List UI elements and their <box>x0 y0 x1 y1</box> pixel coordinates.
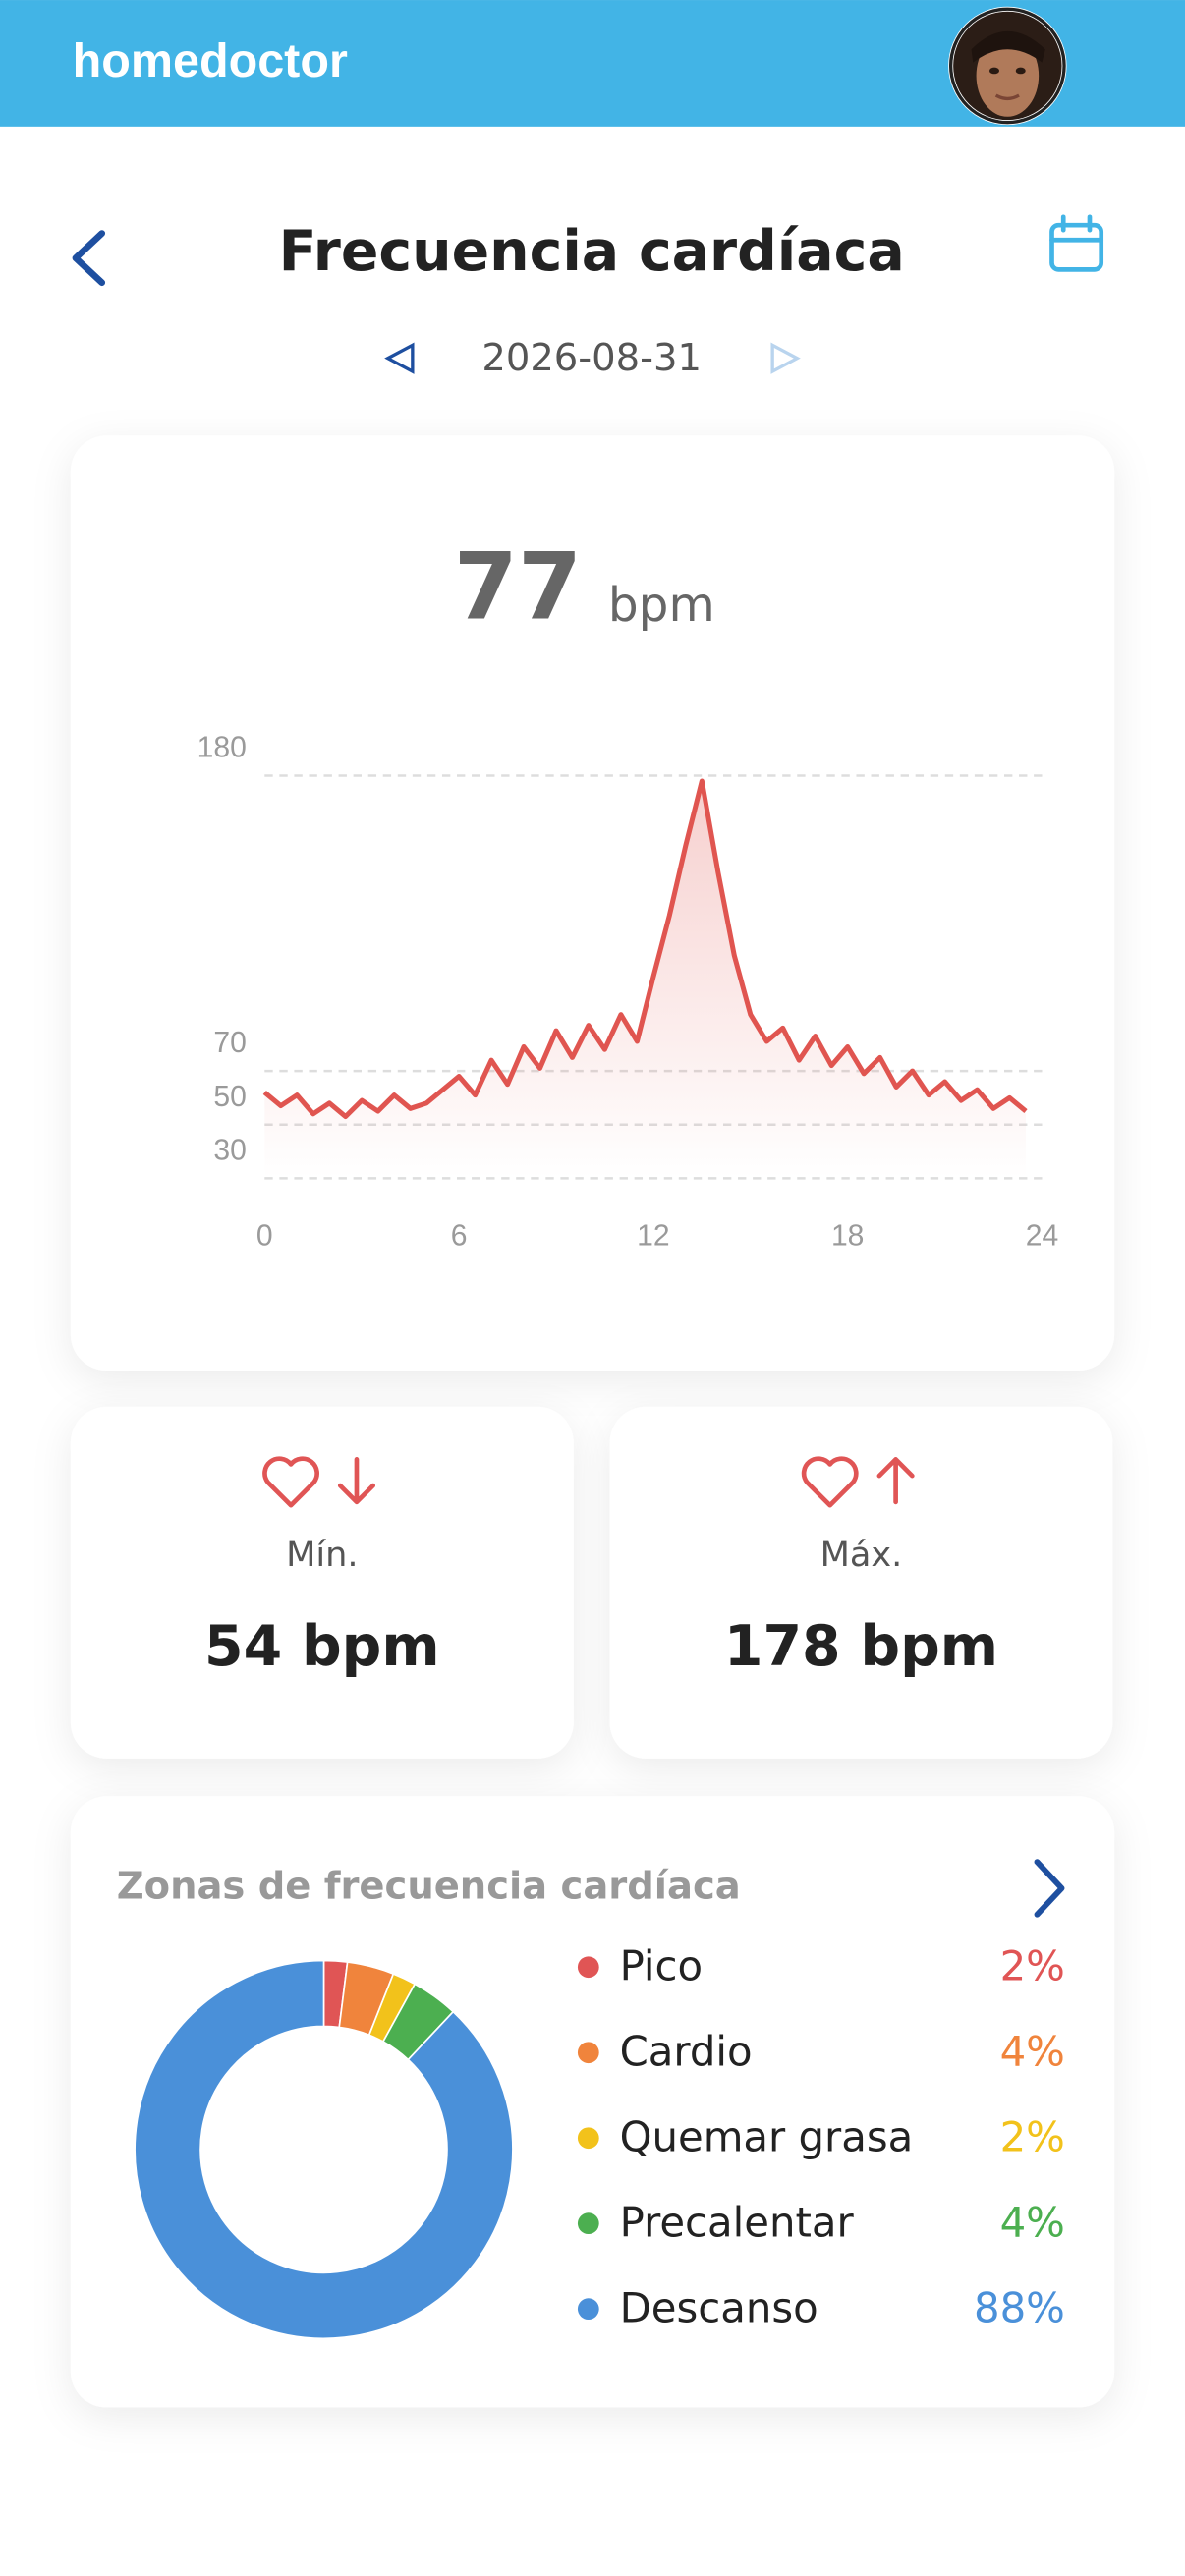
date: 2026-08-31 <box>481 336 702 380</box>
back-button[interactable] <box>72 230 106 287</box>
value-label: 88% <box>974 2283 1065 2331</box>
up-arrow-icon <box>876 1457 915 1505</box>
down-arrow-icon <box>337 1457 376 1505</box>
legend-label: Descanso <box>620 2283 818 2331</box>
y-tick-label: 180 <box>198 732 247 764</box>
heart-rate-chart: 30 50 70 180 0 6 12 18 24 <box>198 732 1059 1253</box>
page-title: Frecuencia cardíaca <box>279 219 905 284</box>
legend-dot <box>577 2042 599 2064</box>
zones-title: Zonas de frecuencia cardíaca <box>117 1864 741 1908</box>
stat-label: Máx. <box>820 1535 903 1575</box>
previous-day[interactable] <box>384 342 415 374</box>
area <box>264 781 1027 1179</box>
line <box>262 778 1028 1120</box>
x-tick-label: 18 <box>831 1220 864 1253</box>
avatar[interactable] <box>948 6 1067 126</box>
legend-dot <box>577 2127 599 2150</box>
x-tick-label: 24 <box>1026 1220 1058 1253</box>
stat-value: 54 bpm <box>204 1614 440 1679</box>
x-tick-label: 6 <box>451 1220 468 1253</box>
current-unit: bpm <box>608 578 715 633</box>
next-day[interactable] <box>770 342 801 374</box>
legend-dot <box>577 2298 599 2321</box>
max-card <box>609 1406 1113 1759</box>
legend-dot <box>577 2212 599 2235</box>
slice <box>134 1959 514 2340</box>
logo[interactable]: homedoctor <box>73 34 348 87</box>
zones-chevron[interactable] <box>1034 1859 1065 1918</box>
legend-label: Quemar grasa <box>620 2112 914 2160</box>
chart-card <box>70 435 1115 1372</box>
heart-icon <box>262 1456 319 1508</box>
x-tick-label: 0 <box>256 1220 273 1253</box>
stat-value: 178 bpm <box>724 1614 998 1679</box>
min-card <box>70 1406 574 1759</box>
stat-label: Mín. <box>286 1535 358 1575</box>
value-label: 4% <box>1000 2198 1065 2246</box>
zones-chart: Pico 2% Cardio 4% Quemar grasa 2% Precalentar 4… <box>134 1941 1065 2340</box>
y-tick-label: 30 <box>213 1135 246 1167</box>
y-tick-label: 70 <box>213 1027 246 1059</box>
legend-label: Precalentar <box>620 2198 855 2246</box>
zones-card[interactable] <box>70 1796 1115 2408</box>
heart-icon <box>801 1456 859 1508</box>
y-tick-label: 50 <box>213 1081 246 1113</box>
value-label: 2% <box>1000 2112 1065 2160</box>
x-tick-label: 12 <box>637 1220 669 1253</box>
value-label: 4% <box>1000 2027 1065 2075</box>
value-label: 2% <box>1000 1941 1065 1989</box>
calendar-button[interactable] <box>1049 214 1104 272</box>
current-value: 77 <box>454 534 582 642</box>
legend-label: Pico <box>620 1941 703 1989</box>
legend-label: Cardio <box>620 2027 753 2075</box>
legend-dot <box>577 1956 599 1979</box>
